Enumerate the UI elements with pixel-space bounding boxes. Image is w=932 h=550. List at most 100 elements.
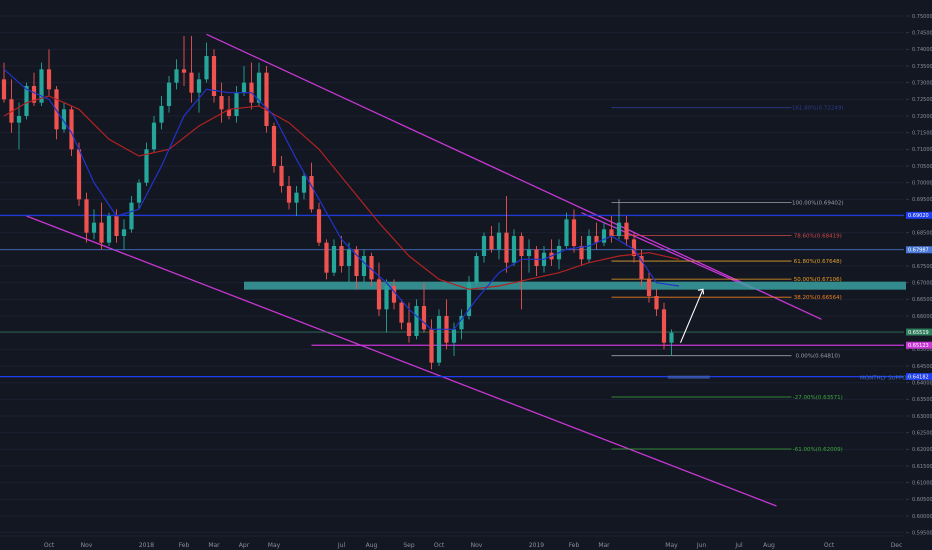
price-tick-label-30: 0.60000 — [912, 514, 932, 520]
price-axis[interactable]: 0.75000 0.74500 0.74000 0.73500 0.73000 0.725… — [906, 0, 932, 550]
candle-body-w55 — [459, 316, 464, 330]
resistance-zone-band — [244, 281, 932, 290]
price-tick-label-3: 0.73500 — [912, 64, 932, 70]
candle-body-w-4 — [16, 116, 22, 123]
candle-body-w35 — [309, 176, 314, 210]
candle-body-w42 — [361, 256, 367, 276]
moving-averages — [3, 68, 680, 330]
price-tick-label-22: 0.64000 — [912, 380, 932, 386]
level-0.65519-tag-label: 0.65519 — [908, 330, 929, 336]
level-0.67987-tag-label: 0.67987 — [908, 248, 929, 254]
price-tick-label-23: 0.63500 — [912, 397, 932, 403]
price-tick-label-6: 0.72000 — [912, 114, 932, 120]
time-tick-label-0: Oct — [44, 542, 55, 549]
candle-body-w72 — [586, 236, 592, 260]
candle-body-w8 — [106, 216, 112, 243]
price-tick-label-26: 0.62000 — [912, 447, 932, 453]
candle-body-w28 — [256, 72, 262, 103]
candle-body-w65 — [534, 249, 539, 266]
candle-body-w9 — [114, 216, 119, 236]
time-tick-label-20: Dec — [891, 542, 903, 549]
time-tick-label-8: Aug — [366, 542, 378, 549]
price-tick-label-9: 0.70500 — [912, 164, 932, 170]
arrow-shaft — [679, 289, 704, 343]
candle-body-w11 — [129, 202, 134, 230]
price-tick-label-1: 0.74500 — [912, 30, 932, 36]
price-tick-label-16: 0.67000 — [912, 280, 932, 286]
candle-body-w57 — [474, 256, 479, 283]
candle-body-w-2 — [31, 86, 37, 103]
time-axis[interactable]: Oct Nov 2018 Feb Mar Apr May Jul Aug Sep Oct Nov 201… — [0, 535, 932, 549]
price-tick-label-4: 0.73000 — [912, 80, 932, 86]
candle-body-w38 — [331, 246, 337, 273]
level-0.67987-tag — [906, 246, 932, 254]
level-0.65123-tag — [906, 341, 932, 349]
level-0.65123-tag-label: 0.65123 — [908, 343, 929, 349]
candle-body-w50 — [421, 306, 427, 330]
ema-slow-line — [3, 95, 680, 290]
candle-body-w1 — [54, 89, 59, 130]
candle-body-w0 — [46, 69, 52, 90]
candle-body-w25 — [234, 92, 239, 116]
candle-body-w23 — [219, 96, 224, 110]
candle-body-w7 — [99, 222, 104, 243]
monthly-support-label: MONTHLY SUPPORT — [860, 375, 914, 381]
candle-body-w61 — [504, 232, 509, 263]
candle-body-w-3 — [24, 86, 29, 116]
candle-body-w32 — [286, 186, 292, 203]
candle-body-w75 — [609, 229, 614, 236]
candle-body-w2 — [61, 109, 67, 130]
candle-body-w5 — [84, 199, 89, 233]
fib-label-0: 161.80%(0.72249) — [792, 106, 844, 112]
candle-body-w80 — [646, 279, 652, 296]
time-tick-label-19: Oct — [824, 542, 835, 549]
channel-upper-line — [206, 33, 822, 320]
time-tick-label-10: Oct — [434, 542, 445, 549]
price-tick-label-21: 0.64500 — [912, 364, 932, 370]
candle-body-w56 — [466, 282, 472, 316]
price-tick-label-15: 0.67500 — [912, 264, 932, 270]
price-tick-label-29: 0.60500 — [912, 497, 932, 503]
candle-body-w70 — [571, 219, 577, 246]
arrow-head — [697, 288, 705, 295]
inner-resistance-line — [581, 212, 755, 290]
candle-body-w10 — [121, 229, 127, 236]
price-tick-label-25: 0.62500 — [912, 430, 932, 436]
candle-body-w39 — [339, 246, 344, 266]
descending-channel — [26, 33, 822, 507]
price-tick-label-11: 0.69500 — [912, 197, 932, 203]
price-tick-label-28: 0.61000 — [912, 480, 932, 486]
time-tick-label-17: Jul — [734, 542, 743, 549]
horizontal-levels — [0, 214, 904, 379]
time-tick-label-13: Feb — [569, 542, 580, 549]
projection-arrow — [679, 288, 705, 343]
candle-body-w79 — [639, 256, 644, 280]
price-grid — [0, 15, 904, 534]
price-tick-label-17: 0.66500 — [912, 297, 932, 303]
price-tick-label-5: 0.72500 — [912, 97, 932, 103]
fib-label-1: 100.00%(0.69402) — [792, 201, 844, 207]
fib-label-2: 78.60%(0.68419) — [794, 233, 842, 239]
fib-label-8: -61.00%(0.62009) — [793, 447, 843, 453]
level-0.65519-tag — [906, 328, 932, 336]
candle-body-w31 — [279, 166, 284, 186]
candle-body-w60 — [496, 232, 502, 250]
resistance-zone — [244, 281, 932, 290]
candle-body-w16 — [166, 82, 172, 106]
fib-label-3: 61.80%(0.67648) — [794, 259, 842, 265]
time-tick-label-16: Jun — [696, 542, 707, 549]
time-tick-label-6: May — [268, 542, 281, 549]
monthly-support-tag-label: 0.64182 — [908, 374, 929, 380]
candle-body-w69 — [564, 219, 569, 246]
candle-body-w37 — [324, 242, 329, 273]
candle-body-w48 — [406, 322, 412, 336]
candle-body-w71 — [579, 246, 584, 260]
candle-body-w76 — [616, 222, 622, 236]
candle-body-w81 — [654, 296, 659, 310]
candle-body-w44 — [376, 279, 382, 310]
time-tick-label-5: Apr — [239, 542, 250, 549]
candle-body-w17 — [174, 69, 179, 83]
time-tick-label-11: Nov — [471, 542, 483, 549]
